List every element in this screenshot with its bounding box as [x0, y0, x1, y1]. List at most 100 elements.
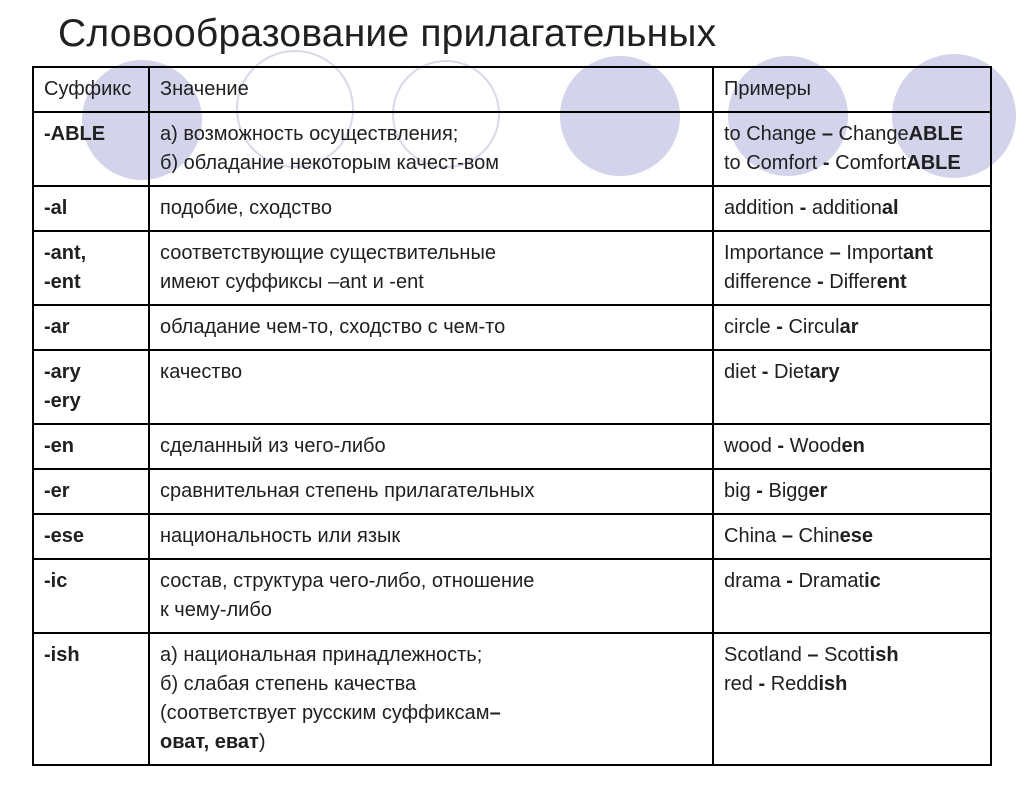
- example-separator: -: [756, 361, 774, 383]
- meaning-text: подобие, сходство: [160, 197, 332, 219]
- col-example: Примеры: [713, 67, 991, 112]
- example-separator: -: [751, 480, 769, 502]
- example-separator: -: [817, 152, 835, 174]
- table-row: -ary-eryкачествоdiet - Dietary: [33, 350, 991, 424]
- table-row: -al подобие, сходство addition - additiona…: [33, 186, 991, 231]
- example-derived-stem: Circul: [788, 316, 839, 338]
- meaning-text: б) слабая степень качества: [160, 673, 416, 695]
- meaning-cell: сделанный из чего-либо: [149, 424, 713, 469]
- suffix-cell: -ese: [33, 514, 149, 559]
- table-row: -ant,-ent соответствующие существительные…: [33, 231, 991, 305]
- example-derived-stem: Bigg: [768, 480, 808, 502]
- meaning-text: б) обладание некоторым качест-вом: [160, 152, 499, 174]
- meaning-text: обладание чем-то, сходство с чем-то: [160, 316, 505, 338]
- meaning-text: а) национальная принадлежность;: [160, 644, 482, 666]
- example-separator: –: [816, 123, 838, 145]
- example-separator: -: [771, 316, 789, 338]
- meaning-text: ): [259, 731, 266, 753]
- example-base: to Change: [724, 123, 816, 145]
- table-header-row: Суффикс Значение Примеры: [33, 67, 991, 112]
- suffix-text: -er: [44, 480, 70, 502]
- example-derived-suffix: ish: [819, 673, 848, 695]
- suffix-text: -ery: [44, 390, 81, 412]
- table-row: -erсравнительная степень прилагательныхb…: [33, 469, 991, 514]
- example-derived-stem: Differ: [829, 271, 876, 293]
- example-base: Importance: [724, 242, 824, 264]
- example-derived-stem: Comfort: [835, 152, 906, 174]
- example-cell: drama - Dramatic: [713, 559, 991, 633]
- table-row: -eseнациональность или языкChina – Chine…: [33, 514, 991, 559]
- example-derived-suffix: ary: [810, 361, 840, 383]
- example-derived-stem: Scott: [824, 644, 870, 666]
- example-separator: -: [781, 570, 799, 592]
- meaning-text-bold: –: [490, 702, 501, 724]
- suffix-cell: -ar: [33, 305, 149, 350]
- example-base: circle: [724, 316, 771, 338]
- suffix-text: -en: [44, 435, 74, 457]
- slide: Словообразование прилагательных Суффикс …: [0, 0, 1024, 786]
- example-separator: –: [824, 242, 846, 264]
- example-derived-stem: Diet: [774, 361, 810, 383]
- meaning-cell: сравнительная степень прилагательных: [149, 469, 713, 514]
- suffix-cell: -ant,-ent: [33, 231, 149, 305]
- suffix-cell: -ary -ery: [33, 350, 149, 424]
- page-title: Словообразование прилагательных: [58, 12, 992, 56]
- meaning-cell: национальность или язык: [149, 514, 713, 559]
- col-meaning: Значение: [149, 67, 713, 112]
- example-derived-stem: Import: [846, 242, 903, 264]
- meaning-text: сравнительная степень прилагательных: [160, 480, 535, 502]
- example-derived-suffix: ar: [840, 316, 859, 338]
- word-formation-table: Суффикс Значение Примеры -ABLEа) возможн…: [32, 66, 992, 766]
- table-row: -icсостав, структура чего-либо, отношени…: [33, 559, 991, 633]
- table-row: -arобладание чем-то, сходство с чем-тоci…: [33, 305, 991, 350]
- example-separator: –: [802, 644, 824, 666]
- suffix-text: -ary: [44, 361, 81, 383]
- meaning-text: состав, структура чего-либо, отношение: [160, 570, 534, 592]
- meaning-text: соответствующие существительные: [160, 242, 496, 264]
- suffix-text: -ABLE: [44, 123, 105, 145]
- meaning-cell: подобие, сходство: [149, 186, 713, 231]
- suffix-text: -ish: [44, 644, 80, 666]
- example-base: wood: [724, 435, 772, 457]
- example-base: to Comfort: [724, 152, 817, 174]
- suffix-cell: -ABLE: [33, 112, 149, 186]
- example-derived-suffix: ABLE: [906, 152, 960, 174]
- suffix-text: -ar: [44, 316, 70, 338]
- meaning-text: (соответствует русским суффиксам: [160, 702, 490, 724]
- meaning-cell: состав, структура чего-либо, отношениек …: [149, 559, 713, 633]
- example-separator: -: [772, 435, 790, 457]
- meaning-cell: а) национальная принадлежность; б) слабая…: [149, 633, 713, 765]
- example-base: difference: [724, 271, 811, 293]
- example-derived-suffix: ABLE: [909, 123, 963, 145]
- example-derived-suffix: er: [809, 480, 828, 502]
- example-cell: circle - Circular: [713, 305, 991, 350]
- example-separator: -: [753, 673, 771, 695]
- meaning-cell: а) возможность осуществления;б) обладани…: [149, 112, 713, 186]
- example-derived-suffix: ic: [864, 570, 881, 592]
- example-derived-stem: Redd: [771, 673, 819, 695]
- example-derived-stem: addition: [812, 197, 882, 219]
- example-separator: –: [776, 525, 798, 547]
- table-row: -enсделанный из чего-либоwood - Wooden: [33, 424, 991, 469]
- suffix-cell: -al: [33, 186, 149, 231]
- example-cell: diet - Dietary: [713, 350, 991, 424]
- example-derived-stem: Dramat: [798, 570, 864, 592]
- example-cell: big - Bigger: [713, 469, 991, 514]
- meaning-cell: обладание чем-то, сходство с чем-то: [149, 305, 713, 350]
- suffix-cell: -ic: [33, 559, 149, 633]
- example-base: addition: [724, 197, 794, 219]
- suffix-text: -al: [44, 197, 67, 219]
- example-base: big: [724, 480, 751, 502]
- table-row: -ishа) национальная принадлежность;б) сл…: [33, 633, 991, 765]
- example-cell: China – Chinese: [713, 514, 991, 559]
- example-derived-suffix: ish: [870, 644, 899, 666]
- example-derived-stem: Change: [839, 123, 909, 145]
- example-separator: -: [811, 271, 829, 293]
- table-row: -ABLEа) возможность осуществления;б) обл…: [33, 112, 991, 186]
- example-derived-stem: Chin: [799, 525, 840, 547]
- example-base: diet: [724, 361, 756, 383]
- example-derived-stem: Wood: [790, 435, 842, 457]
- suffix-text: -ant,: [44, 242, 86, 264]
- example-separator: -: [794, 197, 812, 219]
- example-cell: addition - additional: [713, 186, 991, 231]
